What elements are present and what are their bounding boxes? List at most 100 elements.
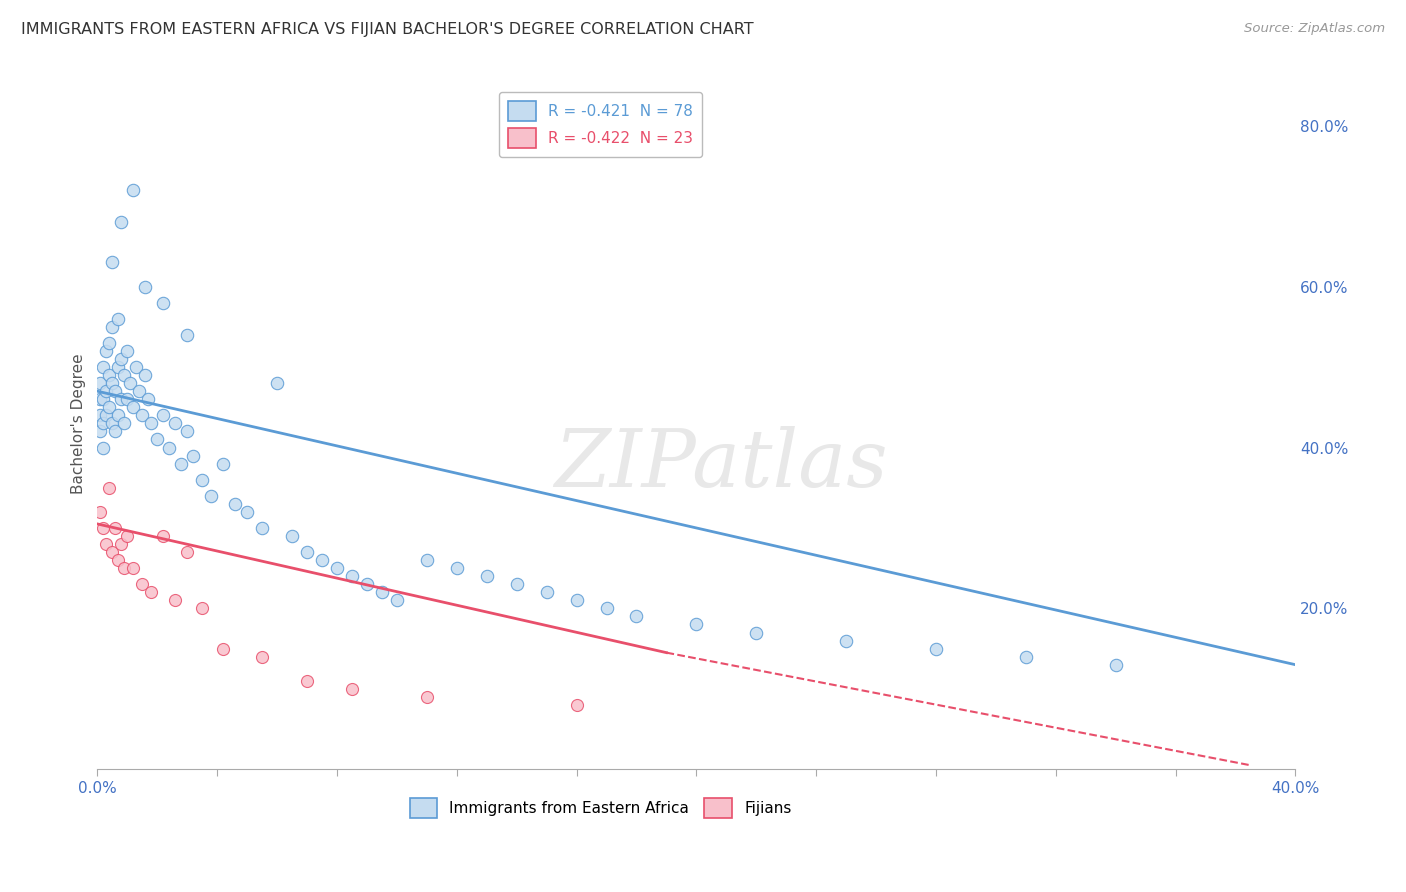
Point [89, 505, 111, 519]
Point [89, 409, 111, 423]
Point [835, 633, 858, 648]
Point [565, 698, 588, 712]
Point [311, 553, 333, 567]
Point [340, 569, 363, 583]
Point [96, 343, 118, 358]
Point [101, 417, 124, 431]
Point [157, 441, 180, 455]
Y-axis label: Bachelor's Degree: Bachelor's Degree [72, 353, 86, 493]
Point [212, 457, 235, 471]
Point [117, 343, 139, 358]
Point [104, 384, 127, 399]
Point [98, 368, 121, 383]
Point [98, 401, 121, 415]
Point [326, 561, 349, 575]
Point [191, 601, 214, 615]
Point [93, 392, 115, 407]
Point [250, 649, 273, 664]
Point [236, 505, 259, 519]
Point [152, 295, 174, 310]
Point [416, 690, 439, 704]
Point [595, 601, 617, 615]
Point [165, 417, 187, 431]
Point [104, 425, 127, 439]
Point [122, 401, 145, 415]
Point [152, 409, 174, 423]
Point [89, 392, 111, 407]
Point [416, 553, 439, 567]
Point [98, 481, 121, 495]
Point [536, 585, 558, 599]
Point [134, 368, 156, 383]
Text: Source: ZipAtlas.com: Source: ZipAtlas.com [1244, 22, 1385, 36]
Point [224, 497, 246, 511]
Point [120, 376, 142, 391]
Point [281, 529, 304, 543]
Point [134, 279, 156, 293]
Point [104, 521, 127, 535]
Point [136, 392, 159, 407]
Point [117, 529, 139, 543]
Point [626, 609, 648, 624]
Point [170, 457, 193, 471]
Point [176, 425, 198, 439]
Point [117, 392, 139, 407]
Point [110, 215, 132, 229]
Point [112, 417, 135, 431]
Point [101, 376, 124, 391]
Point [96, 384, 118, 399]
Point [266, 376, 288, 391]
Point [107, 553, 129, 567]
Point [107, 359, 129, 374]
Point [685, 617, 707, 632]
Point [141, 417, 163, 431]
Point [250, 521, 273, 535]
Point [212, 641, 235, 656]
Point [181, 449, 204, 463]
Point [122, 561, 145, 575]
Point [101, 545, 124, 559]
Point [101, 319, 124, 334]
Point [565, 593, 588, 607]
Point [96, 537, 118, 551]
Point [925, 641, 948, 656]
Point [89, 376, 111, 391]
Point [505, 577, 527, 591]
Text: ZIPatlas: ZIPatlas [554, 426, 887, 504]
Point [110, 392, 132, 407]
Point [93, 359, 115, 374]
Point [745, 625, 768, 640]
Point [128, 384, 150, 399]
Point [125, 359, 148, 374]
Point [340, 681, 363, 696]
Point [131, 577, 153, 591]
Point [110, 537, 132, 551]
Point [200, 489, 222, 503]
Text: IMMIGRANTS FROM EASTERN AFRICA VS FIJIAN BACHELOR'S DEGREE CORRELATION CHART: IMMIGRANTS FROM EASTERN AFRICA VS FIJIAN… [21, 22, 754, 37]
Point [176, 327, 198, 342]
Point [141, 585, 163, 599]
Point [98, 335, 121, 350]
Point [385, 593, 408, 607]
Point [356, 577, 378, 591]
Point [107, 311, 129, 326]
Point [295, 673, 318, 688]
Point [1105, 657, 1128, 672]
Point [93, 521, 115, 535]
Point [107, 409, 129, 423]
Point [371, 585, 394, 599]
Point [295, 545, 318, 559]
Point [191, 473, 214, 487]
Point [101, 255, 124, 269]
Point [176, 545, 198, 559]
Point [146, 433, 169, 447]
Point [1015, 649, 1038, 664]
Point [89, 425, 111, 439]
Point [93, 417, 115, 431]
Point [122, 183, 145, 197]
Point [446, 561, 468, 575]
Point [131, 409, 153, 423]
Point [152, 529, 174, 543]
Point [110, 351, 132, 366]
Legend: Immigrants from Eastern Africa, Fijians: Immigrants from Eastern Africa, Fijians [404, 792, 797, 824]
